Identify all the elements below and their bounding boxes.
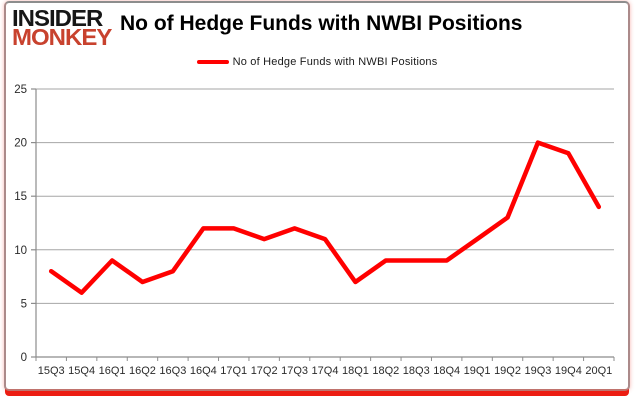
line-chart: 0 5 10 15 20 25 15Q3 15Q4 16Q1 16Q2 16Q3 16Q4 17Q1 17… — [14, 84, 615, 377]
x-tick-label: 16Q2 — [129, 365, 156, 377]
x-tick-label: 17Q3 — [281, 365, 308, 377]
y-tick-label: 5 — [21, 298, 27, 310]
chart-legend: No of Hedge Funds with NWBI Positions — [6, 56, 628, 68]
x-tick-label: 18Q2 — [372, 365, 399, 377]
x-tick-label: 18Q3 — [403, 365, 430, 377]
x-tick-label: 17Q4 — [312, 365, 339, 377]
x-tick-label: 17Q2 — [251, 365, 278, 377]
x-tick-label: 16Q4 — [190, 365, 217, 377]
x-tick-label: 16Q1 — [99, 365, 126, 377]
chart-card: INSIDER MONKEY No of Hedge Funds with NW… — [4, 1, 630, 391]
gridlines — [36, 88, 614, 304]
x-tick-label: 15Q3 — [38, 365, 65, 377]
x-tick-label: 19Q2 — [494, 365, 521, 377]
y-tick-label: 20 — [14, 138, 27, 150]
axis-labels: 0 5 10 15 20 25 15Q3 15Q4 16Q1 16Q2 16Q3 16Q4 17Q1 17… — [14, 84, 612, 377]
y-tick-label: 25 — [14, 84, 27, 96]
logo-word-insider: INSIDER — [12, 6, 103, 32]
x-tick-label: 18Q1 — [342, 365, 369, 377]
x-tick-label: 20Q1 — [585, 365, 612, 377]
x-tick-label: 17Q1 — [220, 365, 247, 377]
insider-monkey-logo: INSIDER MONKEY — [12, 6, 120, 51]
series-line — [48, 140, 602, 295]
x-tick-label: 15Q4 — [68, 365, 95, 377]
chart-title: No of Hedge Funds with NWBI Positions — [120, 12, 523, 35]
y-tick-label: 0 — [21, 352, 27, 364]
legend-line-swatch — [196, 60, 229, 64]
x-tick-label: 19Q4 — [555, 365, 582, 377]
y-tick-label: 10 — [14, 245, 27, 257]
axes — [31, 88, 615, 361]
x-tick-label: 19Q3 — [524, 365, 551, 377]
x-tick-label: 19Q1 — [464, 365, 491, 377]
x-tick-label: 16Q3 — [159, 365, 186, 377]
logo-word-monkey: MONKEY — [12, 25, 112, 51]
legend-label: No of Hedge Funds with NWBI Positions — [232, 56, 438, 68]
y-tick-label: 15 — [14, 191, 27, 203]
x-tick-label: 18Q4 — [433, 365, 460, 377]
